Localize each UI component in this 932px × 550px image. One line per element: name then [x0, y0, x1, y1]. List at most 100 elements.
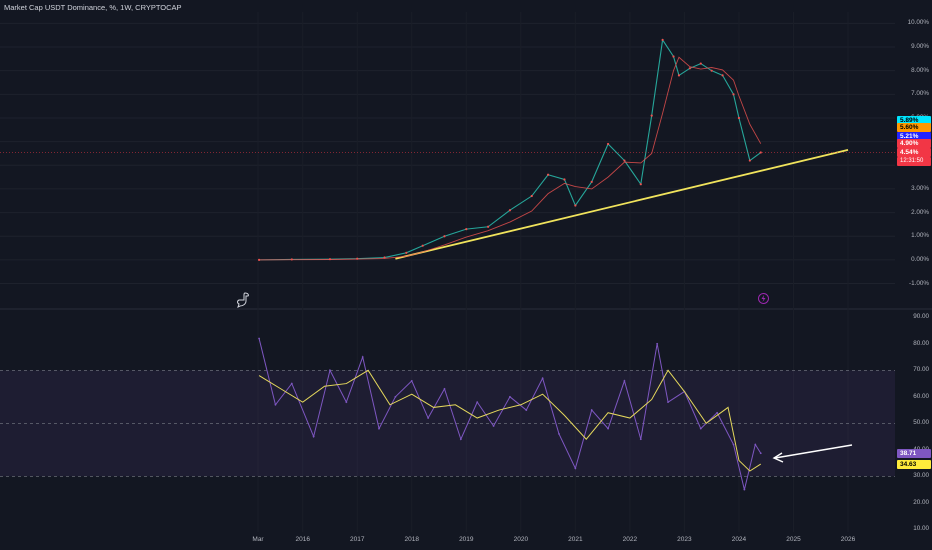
time-tick-label: 2018: [404, 536, 419, 543]
rsi-point: [541, 377, 544, 380]
rsi-tick-label: 50.00: [913, 419, 929, 427]
rsi-point: [459, 438, 462, 441]
time-tick-label: 2016: [295, 536, 310, 543]
price-point: [737, 116, 741, 120]
rsi-tick-label: 20.00: [913, 498, 929, 506]
rsi-tick-label: 10.00: [913, 525, 929, 533]
price-point: [623, 159, 626, 162]
rsi-point: [361, 356, 364, 358]
price-point: [546, 173, 550, 176]
price-point: [672, 55, 675, 58]
price-series-line: [259, 38, 762, 261]
price-tag: 12:31:50: [897, 157, 931, 166]
rsi-point: [656, 342, 659, 345]
price-point: [639, 183, 642, 186]
price-point: [688, 67, 691, 70]
rsi-point: [732, 443, 735, 446]
price-point: [530, 194, 533, 198]
price-tick-label: 2.00%: [911, 208, 929, 216]
rsi-point: [258, 337, 260, 340]
price-point: [590, 180, 593, 183]
rsi-point: [743, 488, 746, 491]
rsi-tick-label: 80.00: [913, 339, 929, 347]
annotation-arrow-line: [774, 444, 853, 459]
price-point: [487, 225, 490, 228]
price-point: [699, 62, 702, 65]
rsi-point: [699, 427, 702, 430]
time-tick-label: 2023: [677, 536, 692, 543]
rsi-point: [476, 401, 479, 404]
time-tick-label: 2026: [840, 536, 856, 543]
price-point: [508, 209, 512, 212]
rsi-tick-label: 60.00: [913, 392, 929, 400]
price-point: [328, 258, 332, 261]
rsi-point: [574, 467, 577, 470]
rsi-point: [394, 395, 397, 398]
rsi-point: [345, 401, 348, 404]
price-tick-label: -1.00%: [909, 279, 929, 287]
chart-title: Market Cap USDT Dominance, %, 1W, CRYPTO…: [4, 3, 182, 12]
price-tag: 5.21%: [897, 132, 931, 142]
rsi-point: [509, 395, 511, 398]
price-point: [421, 244, 424, 247]
price-tick-label: 0.00%: [911, 255, 929, 263]
price-point: [606, 142, 610, 146]
price-point: [677, 74, 681, 77]
price-point: [748, 159, 751, 162]
price-tag: 5.89%: [897, 116, 931, 126]
rsi-tick-label: 90.00: [913, 313, 929, 321]
rsi-point: [667, 401, 669, 404]
time-tick-label: 2017: [350, 536, 365, 543]
price-point: [574, 204, 577, 207]
time-tick-label: 2025: [786, 536, 801, 543]
time-tick-label: 2019: [459, 536, 474, 543]
rsi-point: [623, 380, 626, 382]
price-point: [465, 228, 468, 231]
price-point: [563, 178, 566, 181]
price-tick-label: 7.00%: [911, 90, 929, 98]
price-point: [405, 251, 408, 254]
rsi-point: [329, 369, 331, 372]
rsi-point: [410, 380, 413, 382]
time-tick-label: 2020: [513, 536, 529, 543]
rsi-point: [558, 433, 560, 435]
rsi-point: [607, 427, 609, 430]
lightning-icon[interactable]: [758, 293, 769, 304]
time-tick-label: 2024: [731, 536, 747, 543]
price-tag: 4.54%: [897, 148, 931, 157]
rsi-point: [639, 438, 642, 441]
rsi-point: [492, 425, 495, 427]
price-point: [661, 38, 664, 42]
rsi-ma-line: [258, 369, 762, 472]
price-tick-label: 1.00%: [911, 232, 929, 240]
rsi-tick-label: 70.00: [913, 366, 929, 374]
support-trendline: [395, 149, 849, 260]
price-ma-line: [259, 56, 762, 261]
rsi-point: [759, 452, 762, 455]
rsi-point: [427, 417, 430, 419]
price-point: [732, 93, 735, 96]
price-point: [383, 256, 386, 259]
rsi-point: [274, 403, 277, 406]
time-tick-label: 2021: [568, 536, 583, 543]
price-point: [290, 258, 293, 261]
price-point: [356, 257, 359, 260]
rsi-tag: 38.71: [897, 448, 931, 458]
price-point: [257, 258, 261, 261]
price-tick-label: 9.00%: [911, 43, 929, 51]
time-tick-label: Mar: [252, 536, 264, 543]
rsi-point: [525, 409, 528, 411]
price-point: [650, 114, 653, 117]
annotation-arrow-head: [772, 452, 784, 463]
price-point: [710, 69, 713, 72]
price-point: [443, 235, 446, 238]
rsi-tick-label: 30.00: [913, 472, 929, 480]
dinosaur-icon[interactable]: [236, 292, 250, 308]
time-tick-label: 2022: [622, 536, 638, 543]
rsi-point: [443, 387, 446, 390]
rsi-point: [716, 411, 719, 414]
rsi-point: [378, 427, 380, 430]
price-tag: 5.60%: [897, 122, 931, 132]
rsi-tag: 34.63: [897, 459, 931, 469]
